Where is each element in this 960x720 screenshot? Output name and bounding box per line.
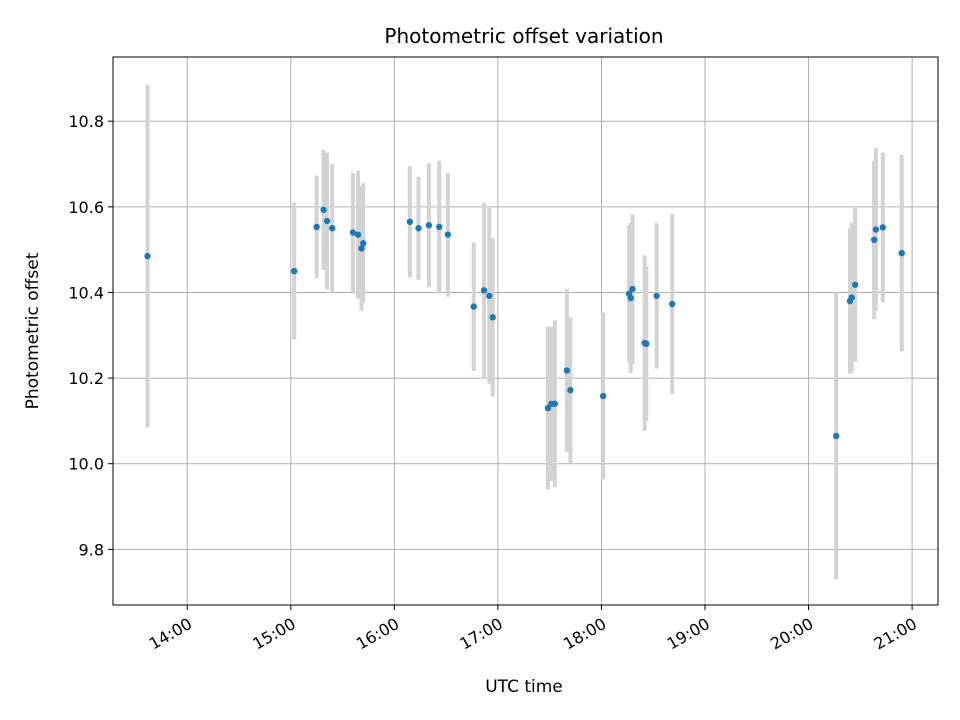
plot-frame <box>112 56 939 606</box>
x-tick-label: 14:00 <box>146 614 195 654</box>
data-point <box>489 314 496 321</box>
data-point <box>898 249 905 257</box>
y-tick-label: 10.8 <box>68 112 104 131</box>
data-point <box>629 285 636 293</box>
y-tick-label: 10.2 <box>68 369 104 388</box>
x-tick-label: 15:00 <box>249 614 298 654</box>
x-axis-label: UTC time <box>485 677 563 697</box>
data-point <box>470 303 477 310</box>
x-tick-label: 18:00 <box>560 614 609 654</box>
data-point <box>291 267 298 275</box>
x-tick-label: 21:00 <box>871 614 920 654</box>
errorbars <box>145 84 904 580</box>
y-axis-label: Photometric offset <box>23 252 43 409</box>
grid <box>113 57 938 605</box>
x-tick-label: 20:00 <box>767 614 816 654</box>
data-point <box>669 300 676 308</box>
data-point <box>627 294 634 302</box>
y-tick-label: 10.6 <box>68 198 104 217</box>
x-axis: 14:00 15:00 16:00 17:00 18:00 19:00 20:00 21:00 <box>146 605 920 654</box>
x-tick-label: 17:00 <box>456 614 505 654</box>
data-point <box>360 240 367 247</box>
data-point <box>851 281 859 288</box>
x-tick-label: 19:00 <box>664 614 713 654</box>
data-point <box>444 231 452 238</box>
data-point <box>486 292 493 300</box>
y-tick-label: 10.4 <box>68 283 104 302</box>
x-tick-label: 16:00 <box>353 614 402 654</box>
data-point <box>144 252 151 260</box>
data-point <box>436 223 443 231</box>
chart-title: Photometric offset variation <box>384 24 663 48</box>
data-point <box>313 223 320 231</box>
data-point <box>870 236 878 244</box>
data-point <box>328 225 336 232</box>
data-point <box>406 218 414 226</box>
data-point <box>323 217 331 225</box>
data-point <box>653 292 660 300</box>
data-point <box>643 340 650 348</box>
data-point <box>551 400 559 407</box>
data-point <box>599 392 607 400</box>
data-point <box>832 432 840 440</box>
data-point <box>879 224 886 231</box>
data-point <box>320 206 327 214</box>
data-point <box>358 245 365 252</box>
data-point <box>425 222 433 229</box>
y-tick-label: 9.8 <box>79 540 104 559</box>
data-point <box>480 287 488 294</box>
data-point <box>848 294 855 301</box>
y-tick-label: 10.0 <box>68 455 104 474</box>
data-point <box>349 229 357 236</box>
data-point <box>415 225 422 232</box>
data-point <box>563 367 571 374</box>
y-axis: 9.8 10.0 10.2 10.4 10.6 10.8 <box>68 112 113 559</box>
data-points <box>144 206 905 440</box>
data-point <box>872 226 880 233</box>
data-point <box>567 386 574 394</box>
data-point <box>544 404 552 412</box>
data-point <box>354 231 362 238</box>
